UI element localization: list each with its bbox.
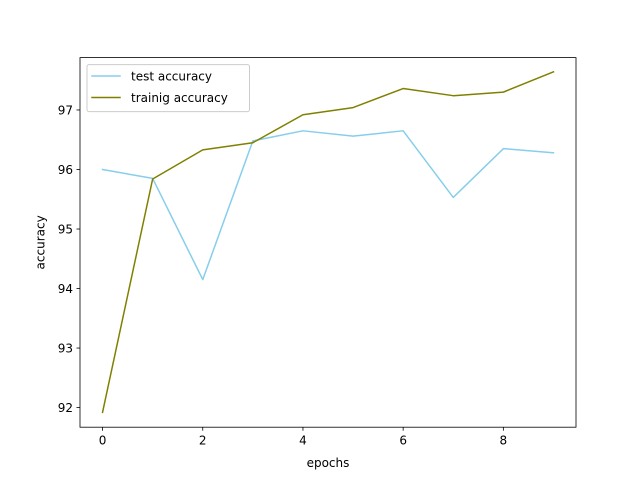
y-tick-label: 95 xyxy=(58,222,73,236)
y-tick-label: 94 xyxy=(58,282,73,296)
x-ticks: 0 2 4 6 8 xyxy=(99,427,507,448)
x-tick-label: 6 xyxy=(399,434,407,448)
x-tick-label: 0 xyxy=(99,434,107,448)
y-tick-label: 96 xyxy=(58,163,73,177)
legend-label-test-accuracy: test accuracy xyxy=(131,69,212,83)
y-tick-label: 97 xyxy=(58,103,73,117)
legend: test accuracy trainig accuracy xyxy=(86,64,250,113)
y-tick-label: 92 xyxy=(58,401,73,415)
y-ticks: 92 93 94 95 96 97 xyxy=(58,103,80,415)
series-line-test-accuracy xyxy=(101,130,555,281)
plot-frame xyxy=(79,57,577,428)
series-line-trainig-accuracy xyxy=(101,70,555,414)
series-layer xyxy=(101,70,555,414)
legend-frame xyxy=(86,64,250,113)
legend-label-training-accuracy: trainig accuracy xyxy=(131,91,228,105)
x-tick-label: 8 xyxy=(500,434,508,448)
y-axis-label: accuracy xyxy=(34,215,48,269)
x-axis-label: epochs xyxy=(307,456,350,470)
plot-area xyxy=(80,57,576,428)
x-tick-label: 4 xyxy=(299,434,307,448)
x-tick-label: 2 xyxy=(199,434,207,448)
y-tick-label: 93 xyxy=(58,341,73,355)
